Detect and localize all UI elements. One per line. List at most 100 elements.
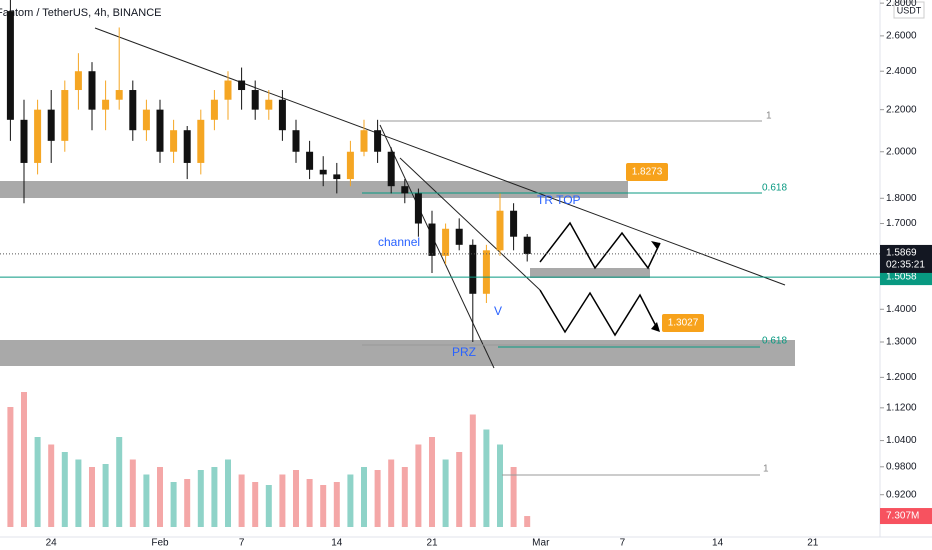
- candle-body: [387, 151, 395, 187]
- target-box: [626, 163, 668, 181]
- volume-bar: [157, 467, 163, 527]
- volume-bar: [388, 459, 395, 527]
- zone: [530, 268, 650, 278]
- volume-label-box: [880, 508, 932, 525]
- volume-bar: [510, 467, 517, 527]
- candle-body: [306, 151, 314, 170]
- y-tick-label: 2.0000: [886, 146, 917, 157]
- annotation: TR TOP: [537, 193, 581, 207]
- candle-body: [210, 99, 218, 120]
- y-tick-label: 0.9800: [886, 461, 917, 472]
- candle-body: [183, 130, 191, 163]
- candle-body: [251, 90, 259, 110]
- candle-body: [47, 109, 55, 141]
- volume-bar: [21, 392, 27, 527]
- volume-bar: [170, 482, 177, 527]
- volume-bar: [347, 474, 354, 527]
- volume-bar: [374, 470, 381, 527]
- x-tick-label: 14: [712, 538, 724, 549]
- y-tick-label: 2.4000: [886, 66, 917, 77]
- x-tick-label: 7: [620, 538, 626, 549]
- candle-body: [319, 169, 327, 175]
- volume-bar: [456, 452, 463, 527]
- volume-bar: [102, 464, 109, 527]
- candle-body: [455, 228, 463, 245]
- y-tick-label: 2.6000: [886, 31, 917, 42]
- candle-body: [102, 99, 110, 110]
- x-tick-label: 21: [426, 538, 438, 549]
- volume-bar: [225, 459, 231, 527]
- y-tick-label: 1.8000: [886, 193, 917, 204]
- annotation: V: [494, 304, 502, 318]
- fib-label: 0.618: [762, 336, 787, 347]
- last-price-label: 1.5869: [886, 248, 917, 259]
- volume-bar: [401, 467, 408, 527]
- target-box: [662, 314, 704, 332]
- y-tick-label: 1.1200: [886, 402, 917, 413]
- volume-bar: [129, 459, 136, 527]
- volume-bar: [7, 407, 14, 527]
- wedge-line: [379, 124, 495, 369]
- arrow-head: [651, 241, 660, 249]
- volume-bar: [442, 459, 449, 527]
- candle-body: [142, 109, 150, 131]
- volume-bar: [497, 444, 503, 527]
- volume-label: 7.307M: [886, 511, 919, 522]
- volume-bar: [184, 479, 191, 527]
- candle-body: [401, 186, 409, 194]
- candle-body: [278, 99, 286, 131]
- fib-label: 1: [766, 111, 772, 122]
- volume-bar: [333, 482, 340, 527]
- volume-bar: [252, 482, 259, 527]
- volume-bar: [89, 467, 95, 527]
- volume-bar: [483, 429, 490, 527]
- volume-bar: [143, 474, 150, 527]
- x-tick-label: 14: [331, 538, 343, 549]
- volume-bar: [238, 474, 245, 527]
- volume-bar: [265, 485, 272, 527]
- candle-body: [442, 228, 450, 256]
- y-tick-label: 2.8000: [886, 0, 917, 9]
- candle-body: [469, 244, 477, 294]
- candle-body: [34, 109, 42, 163]
- volume-bar: [279, 474, 286, 527]
- drawings: 1.8273 1.3027 1 0.618 0.618 1 TR TOP cha…: [0, 27, 795, 476]
- volume-bar: [48, 444, 55, 527]
- volume-bar: [75, 459, 82, 527]
- candle-body: [197, 119, 205, 163]
- candle-body: [265, 99, 273, 110]
- x-tick-label: 7: [239, 538, 245, 549]
- last-price-box: [880, 244, 932, 273]
- candle-body: [6, 11, 14, 120]
- volume-bar: [211, 467, 218, 527]
- candle-body: [129, 90, 137, 131]
- candle-body: [156, 109, 164, 152]
- candle-body: [20, 119, 28, 163]
- candle-body: [523, 236, 531, 254]
- x-tick-label: 24: [46, 538, 58, 549]
- target-label: 1.3027: [668, 318, 699, 329]
- volume-bar: [116, 437, 123, 527]
- y-tick-label: 1.2000: [886, 372, 917, 383]
- zone: [0, 340, 795, 366]
- volume-bar: [197, 470, 204, 527]
- candle-body: [238, 80, 246, 91]
- currency: USDT: [897, 5, 922, 15]
- candle-body: [115, 90, 123, 100]
- volume-bar: [61, 452, 68, 527]
- volume-bar: [320, 485, 327, 527]
- candle-body: [428, 223, 436, 256]
- candle-body: [360, 130, 368, 152]
- zigzag: [539, 289, 659, 337]
- candle-body: [88, 71, 96, 110]
- x-tick-label: 21: [807, 538, 819, 549]
- y-tick-label: 2.2000: [886, 104, 917, 115]
- target-label: 1.8273: [632, 167, 663, 178]
- zigzag: [539, 221, 661, 270]
- candle-body: [170, 130, 178, 152]
- arrow-head: [651, 322, 660, 332]
- annotation: channel: [378, 235, 420, 249]
- level-box: [880, 269, 932, 286]
- volume-bar: [306, 479, 313, 527]
